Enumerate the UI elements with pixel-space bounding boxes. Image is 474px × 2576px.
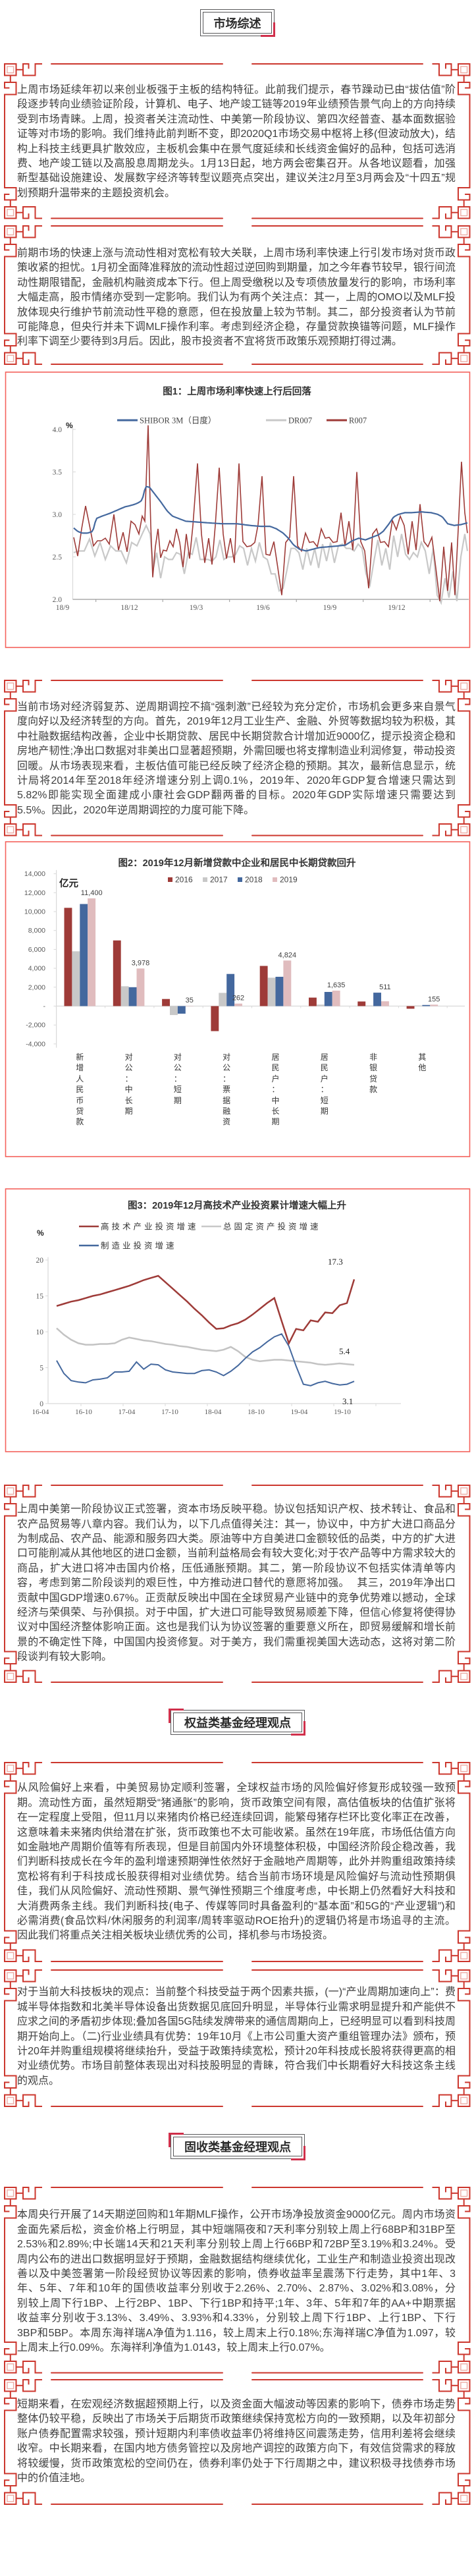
svg-text:19/9: 19/9 <box>323 604 337 612</box>
svg-text:图3：2019年12月高技术产业投资累计增速大幅上升: 图3：2019年12月高技术产业投资累计增速大幅上升 <box>128 1199 346 1211</box>
svg-text:262: 262 <box>232 995 244 1002</box>
svg-text:DR007: DR007 <box>288 416 312 425</box>
svg-text:高技术产业投资增速: 高技术产业投资增速 <box>101 1222 199 1232</box>
svg-text:2016: 2016 <box>175 875 193 885</box>
svg-text:19-04: 19-04 <box>291 1408 308 1416</box>
svg-text:6,000: 6,000 <box>28 946 45 954</box>
svg-text:12,000: 12,000 <box>24 889 45 897</box>
svg-text:2.5: 2.5 <box>53 554 63 562</box>
svg-text:18/9: 18/9 <box>56 604 70 612</box>
svg-text:0: 0 <box>40 1400 43 1408</box>
svg-text:19/3: 19/3 <box>190 604 203 612</box>
svg-text:2.0: 2.0 <box>53 596 63 604</box>
svg-text:15: 15 <box>36 1293 44 1301</box>
svg-text:%: % <box>66 421 73 430</box>
svg-text:20: 20 <box>36 1257 44 1265</box>
svg-text:-: - <box>43 1002 46 1010</box>
svg-text:18-10: 18-10 <box>248 1408 265 1416</box>
svg-text:总固定资产投资增速: 总固定资产投资增速 <box>223 1222 321 1232</box>
svg-text:14,000: 14,000 <box>24 870 45 878</box>
svg-text:制造业投资增速: 制造业投资增速 <box>101 1241 177 1251</box>
svg-text:2,000: 2,000 <box>28 983 45 991</box>
svg-text:2019: 2019 <box>280 875 298 885</box>
svg-text:17.3: 17.3 <box>328 1257 343 1267</box>
svg-text:-4,000: -4,000 <box>26 1040 45 1048</box>
svg-text:19/12: 19/12 <box>388 604 405 612</box>
svg-text:2018: 2018 <box>245 875 263 885</box>
svg-text:155: 155 <box>428 995 440 1003</box>
svg-text:SHIBOR 3M（日度）: SHIBOR 3M（日度） <box>140 416 216 425</box>
svg-text:19-10: 19-10 <box>334 1408 351 1416</box>
svg-text:1,635: 1,635 <box>327 981 346 989</box>
svg-text:5.4: 5.4 <box>339 1346 350 1356</box>
svg-text:3.5: 3.5 <box>53 469 63 477</box>
svg-text:18-04: 18-04 <box>205 1408 222 1416</box>
svg-text:16-10: 16-10 <box>75 1408 92 1416</box>
svg-text:3.0: 3.0 <box>53 511 63 519</box>
svg-text:17-10: 17-10 <box>161 1408 178 1416</box>
svg-text:8,000: 8,000 <box>28 927 45 935</box>
svg-text:3.1: 3.1 <box>342 1396 353 1406</box>
svg-text:3,978: 3,978 <box>132 959 150 967</box>
svg-text:16-04: 16-04 <box>32 1408 49 1416</box>
svg-text:%: % <box>37 1228 44 1238</box>
svg-text:4.0: 4.0 <box>53 426 63 434</box>
svg-text:511: 511 <box>379 983 391 991</box>
svg-text:5: 5 <box>40 1365 43 1373</box>
svg-text:2017: 2017 <box>210 875 228 885</box>
svg-text:11,400: 11,400 <box>81 889 103 897</box>
svg-text:35: 35 <box>186 997 194 1004</box>
svg-text:17-04: 17-04 <box>118 1408 136 1416</box>
svg-text:4,000: 4,000 <box>28 965 45 973</box>
svg-text:10,000: 10,000 <box>24 908 45 916</box>
svg-text:18/12: 18/12 <box>120 604 138 612</box>
svg-text:10: 10 <box>36 1329 44 1336</box>
svg-text:亿元: 亿元 <box>59 877 78 889</box>
svg-text:4,824: 4,824 <box>278 951 297 959</box>
svg-text:19/6: 19/6 <box>256 604 270 612</box>
svg-text:图1：上周市场利率快速上行后回落: 图1：上周市场利率快速上行后回落 <box>163 385 311 397</box>
svg-text:-2,000: -2,000 <box>26 1022 45 1029</box>
svg-text:图2：2019年12月新增贷款中企业和居民中长期贷款回升: 图2：2019年12月新增贷款中企业和居民中长期贷款回升 <box>118 857 356 869</box>
svg-text:R007: R007 <box>349 416 367 425</box>
